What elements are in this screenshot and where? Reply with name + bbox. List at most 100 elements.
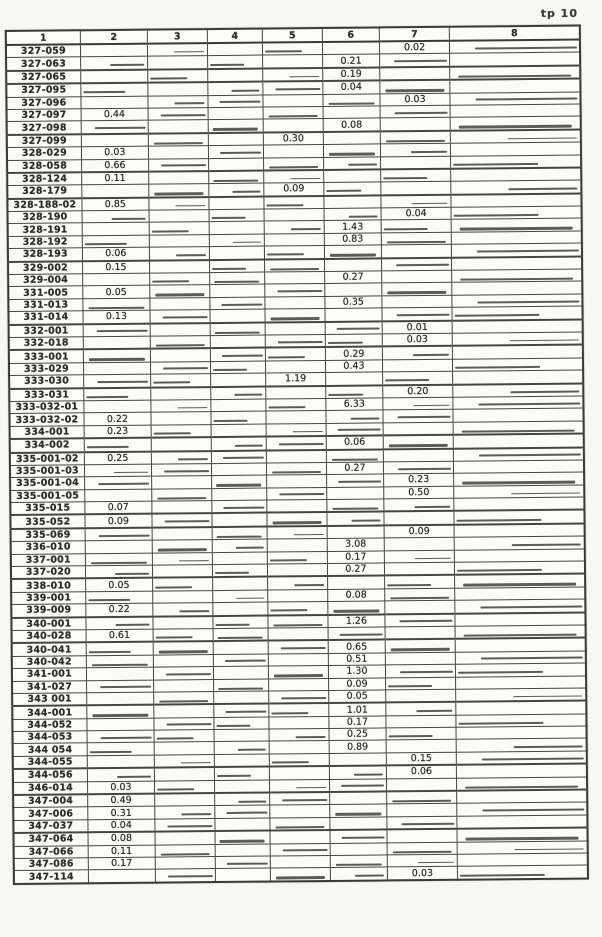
scan-streak (455, 365, 541, 369)
value-cell: 3.08 (327, 538, 385, 552)
scan-streak (387, 240, 446, 244)
row-id-cell: 328-058 (7, 159, 82, 173)
value-cell (212, 526, 268, 540)
scan-streak (86, 395, 129, 399)
value-cell (83, 374, 151, 388)
value-cell (208, 196, 264, 210)
value-cell (208, 107, 264, 120)
scan-streak (460, 277, 573, 282)
scan-streak (156, 496, 207, 500)
value-cell: 0.11 (87, 844, 156, 858)
value-cell (153, 679, 214, 693)
value-cell (455, 624, 586, 640)
column-header: 5 (262, 27, 323, 43)
value-cell (323, 208, 382, 221)
value-cell (385, 727, 457, 741)
value-cell (207, 94, 263, 108)
scan-streak (270, 609, 308, 612)
value-cell (269, 804, 330, 818)
scan-streak (383, 177, 428, 180)
row-id-cell: 336-010 (10, 541, 86, 555)
value-cell (384, 575, 455, 589)
value-cell: 1.30 (328, 665, 386, 678)
value-cell (381, 307, 453, 322)
scan-streak (166, 723, 212, 726)
value-cell (265, 410, 327, 424)
value-cell (265, 334, 326, 348)
value-cell (208, 132, 264, 146)
scan-streak (212, 267, 247, 270)
scan-streak (289, 177, 321, 180)
value-cell (456, 776, 588, 791)
value-cell: 0.06 (386, 765, 457, 779)
value-cell (208, 157, 264, 171)
value-cell (453, 433, 584, 449)
row-id-cell: 328-191 (7, 223, 83, 237)
row-id-cell: 328-179 (7, 185, 82, 199)
value-cell (149, 272, 210, 286)
value-cell (153, 641, 214, 655)
value-cell (379, 53, 450, 68)
value-cell (264, 245, 325, 260)
value-cell (263, 169, 324, 184)
column-header: 4 (207, 28, 263, 44)
scan-streak (462, 429, 575, 433)
scan-streak (268, 114, 318, 118)
value-cell (325, 410, 384, 424)
scan-streak (515, 848, 584, 851)
scan-streak (513, 695, 583, 698)
value-cell (210, 386, 266, 400)
value-cell: 0.31 (87, 806, 155, 820)
value-cell: 0.07 (84, 501, 152, 515)
scan-streak (221, 354, 263, 358)
value-cell (266, 474, 327, 488)
row-id-cell: 335-001-03 (9, 464, 85, 478)
scan-streak (151, 229, 190, 233)
value-cell (329, 829, 388, 844)
scan-streak (152, 280, 190, 283)
scan-streak (514, 745, 583, 749)
value-cell (329, 816, 387, 831)
scan-streak (341, 784, 385, 788)
row-id-cell: 327-095 (6, 83, 81, 98)
value-cell (385, 664, 456, 678)
value-cell: 0.89 (329, 740, 387, 754)
value-cell (268, 716, 329, 730)
row-id-cell: 339-001 (11, 591, 86, 605)
scan-streak (213, 419, 248, 422)
value-cell (214, 753, 270, 768)
scan-streak (351, 519, 381, 522)
row-id-cell: 333-032-02 (9, 413, 84, 427)
value-cell (454, 509, 585, 525)
value-cell (329, 765, 387, 780)
scan-streak (92, 714, 149, 717)
row-id-cell: 335-052 (10, 514, 85, 529)
column-header: 3 (147, 29, 208, 44)
scan-streak (269, 558, 308, 562)
row-id-cell: 335-001-02 (9, 451, 85, 466)
value-cell: 0.83 (324, 232, 382, 246)
scan-streak (326, 190, 362, 193)
scan-streak (158, 700, 209, 703)
value-cell (268, 665, 329, 679)
row-id-cell: 347-066 (13, 845, 89, 859)
scan-streak (392, 799, 452, 803)
value-cell: 0.01 (382, 320, 453, 334)
scan-streak (216, 483, 262, 487)
value-cell (264, 308, 326, 323)
value-cell (268, 690, 329, 704)
scan-streak (216, 775, 251, 778)
value-cell (150, 399, 211, 413)
value-cell (148, 196, 209, 211)
scan-streak (113, 471, 148, 474)
scan-streak (83, 91, 126, 94)
value-cell (213, 729, 270, 743)
value-cell (382, 397, 454, 411)
scan-streak (480, 656, 583, 660)
scan-streak (458, 721, 544, 725)
scan-streak (266, 204, 304, 207)
value-cell (324, 283, 382, 297)
row-id-cell: 347-086 (13, 857, 89, 871)
value-cell: 0.27 (327, 562, 385, 577)
